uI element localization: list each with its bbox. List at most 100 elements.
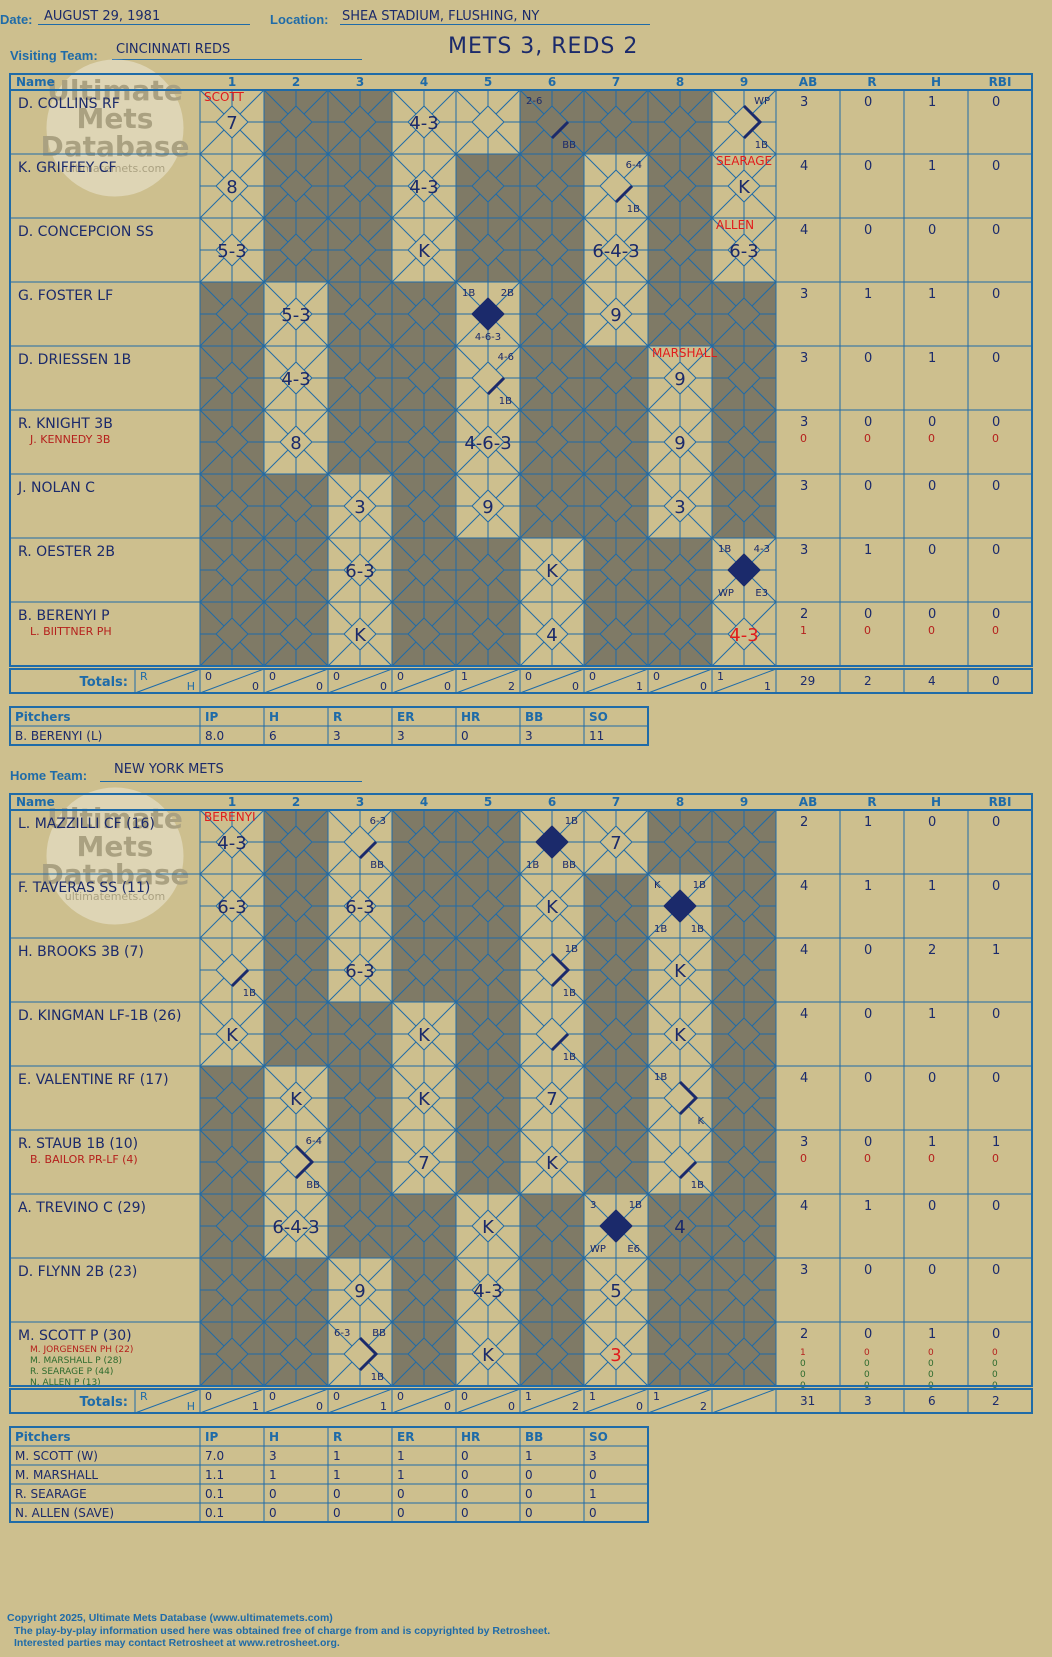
cell-spoke bbox=[495, 849, 521, 875]
substitute-name: N. ALLEN P (13) bbox=[30, 1378, 101, 1388]
stat-value: 1 bbox=[928, 351, 936, 366]
cell-spoke bbox=[303, 217, 329, 243]
cell-spoke bbox=[455, 385, 481, 411]
cell-spoke bbox=[751, 321, 777, 347]
cell-spoke bbox=[647, 1105, 673, 1131]
cell-spoke bbox=[711, 1129, 737, 1155]
stat-value: 0 bbox=[928, 1359, 934, 1369]
visiting-team-label: Visiting Team: bbox=[10, 48, 98, 63]
cell-spoke bbox=[751, 1001, 777, 1027]
cell-spoke bbox=[367, 641, 393, 667]
visitors-batter-row: R. KNIGHT 3BJ. KENNEDY 3B 8 4-6-3 9 3 0 0 0 0 0 0 0 bbox=[9, 409, 1033, 475]
play-note: WP bbox=[718, 588, 734, 599]
cell-spoke bbox=[303, 913, 329, 939]
cell-spoke bbox=[239, 641, 265, 667]
batter-name: R. OESTER 2B bbox=[18, 544, 115, 560]
cell-spoke bbox=[367, 977, 393, 1003]
play-note: BB bbox=[306, 1180, 320, 1191]
cell-spoke bbox=[431, 873, 457, 899]
inning-hits: 1 bbox=[636, 680, 643, 693]
home-header-1: 1 bbox=[228, 795, 236, 809]
batter-name: R. KNIGHT 3B bbox=[18, 416, 113, 432]
cell-spoke bbox=[519, 1105, 545, 1131]
cell-spoke bbox=[711, 1361, 737, 1387]
game-score-title: METS 3, REDS 2 bbox=[448, 34, 639, 59]
visitors-batter-row: D. CONCEPCION SS 5-3 K 6-4-3 6-3 ALLEN 4 0 0 0 bbox=[9, 217, 1033, 283]
cell-spoke bbox=[239, 1001, 265, 1027]
cell-spoke bbox=[623, 385, 649, 411]
cell-spoke bbox=[263, 1321, 289, 1347]
cell-spoke bbox=[327, 1321, 353, 1347]
batter-name: F. TAVERAS SS (11) bbox=[18, 880, 150, 896]
run-scored-marker bbox=[599, 1209, 633, 1243]
home-header-8: 8 bbox=[676, 795, 684, 809]
pitchers-header: ER bbox=[397, 710, 414, 724]
cell-spoke bbox=[559, 1257, 585, 1283]
visitors-header-6: 6 bbox=[548, 75, 556, 89]
cell-spoke bbox=[559, 1001, 585, 1027]
cell-spoke bbox=[239, 449, 265, 475]
cell-spoke bbox=[623, 193, 649, 219]
play-result: 8 bbox=[226, 177, 237, 198]
substitute-name: M. MARSHALL P (28) bbox=[30, 1356, 122, 1366]
cell-spoke bbox=[327, 1001, 353, 1027]
cell-spoke bbox=[263, 937, 289, 963]
batter-name: D. CONCEPCION SS bbox=[18, 224, 154, 240]
cell-spoke bbox=[647, 1257, 673, 1283]
cell-spoke bbox=[455, 1041, 481, 1067]
pitcher-stat: 8.0 bbox=[205, 729, 224, 743]
cell-spoke bbox=[519, 409, 545, 435]
home-batter-row: D. FLYNN 2B (23) 9 4-3 5 3 0 0 0 bbox=[9, 1257, 1033, 1323]
stat-total-value: 2 bbox=[864, 674, 872, 688]
stat-value: 1 bbox=[992, 943, 1000, 958]
stat-value: 0 bbox=[992, 223, 1000, 238]
substitute-name: R. SEARAGE P (44) bbox=[30, 1367, 113, 1377]
cell-spoke bbox=[327, 641, 353, 667]
cell-spoke bbox=[559, 385, 585, 411]
cell-spoke bbox=[623, 1193, 649, 1219]
cell-spoke bbox=[327, 873, 353, 899]
cell-spoke bbox=[303, 129, 329, 155]
cell-spoke bbox=[647, 89, 673, 115]
cell-spoke bbox=[455, 601, 481, 627]
cell-spoke bbox=[623, 577, 649, 603]
cell-spoke bbox=[751, 1257, 777, 1283]
cell-spoke bbox=[431, 1041, 457, 1067]
cell-spoke bbox=[495, 1321, 521, 1347]
cell-spoke bbox=[391, 257, 417, 283]
cell-spoke bbox=[559, 1233, 585, 1259]
cell-spoke bbox=[495, 1041, 521, 1067]
play-result: 4 bbox=[546, 625, 557, 646]
cell-spoke bbox=[583, 1297, 609, 1323]
visitors-header-r: R bbox=[867, 75, 876, 89]
play-result: 3 bbox=[674, 497, 685, 518]
stat-value: 3 bbox=[800, 287, 808, 302]
pitcher-stat: 11 bbox=[589, 729, 604, 743]
cell-spoke bbox=[559, 601, 585, 627]
cell-spoke bbox=[327, 513, 353, 539]
cell-spoke bbox=[495, 385, 521, 411]
cell-spoke bbox=[327, 1065, 353, 1091]
cell-spoke bbox=[751, 849, 777, 875]
play-result: 6-3 bbox=[217, 897, 246, 918]
play-result: K bbox=[290, 1089, 303, 1110]
cell-spoke bbox=[583, 937, 609, 963]
cell-spoke bbox=[687, 345, 713, 371]
stat-value: 3 bbox=[800, 415, 808, 430]
stat-value: 0 bbox=[800, 1359, 806, 1369]
pitchers-header: HR bbox=[461, 710, 480, 724]
stat-value: 4 bbox=[800, 1199, 808, 1214]
cell-spoke bbox=[559, 1065, 585, 1091]
cell-spoke bbox=[327, 281, 353, 307]
cell-spoke bbox=[647, 641, 673, 667]
stat-value: 0 bbox=[928, 1152, 935, 1165]
cell-spoke bbox=[647, 1169, 673, 1195]
cell-spoke bbox=[583, 281, 609, 307]
cell-spoke bbox=[647, 153, 673, 179]
cell-spoke bbox=[495, 1361, 521, 1387]
cell-spoke bbox=[559, 257, 585, 283]
inning-total-divider bbox=[391, 1388, 457, 1414]
cell-spoke bbox=[711, 153, 737, 179]
inning-total-divider bbox=[263, 668, 329, 694]
play-note: 4-3 bbox=[754, 544, 770, 555]
